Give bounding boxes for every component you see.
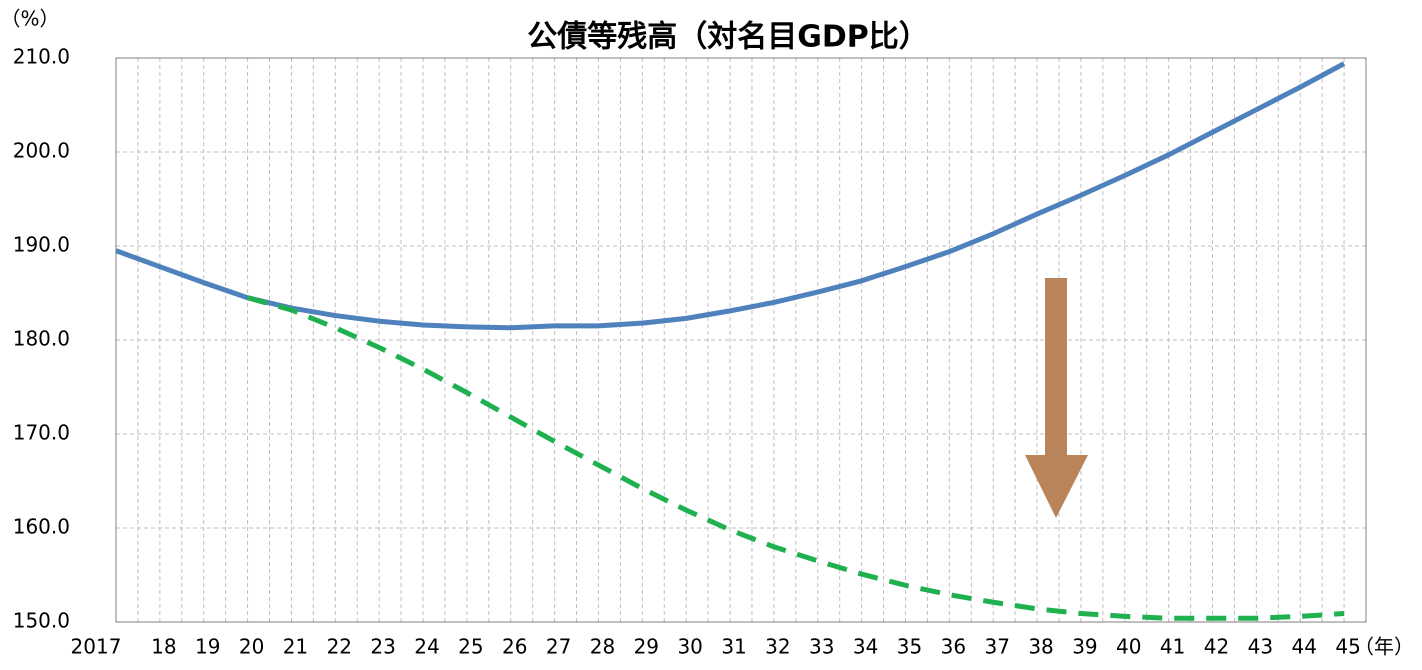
series-line [115, 61, 1346, 331]
x-tick-label: 20 [239, 635, 264, 659]
x-tick-label: 27 [546, 635, 571, 659]
x-tick-label: 44 [1291, 635, 1316, 659]
x-tick-label: 40 [1116, 635, 1141, 659]
y-tick-label: 180.0 [13, 327, 70, 351]
x-tick-label: 26 [502, 635, 527, 659]
x-tick-label: 37 [984, 635, 1009, 659]
x-tick-label: 21 [283, 635, 308, 659]
x-tick-label: 18 [151, 635, 176, 659]
chart-title: 公債等残高（対名目GDP比） [527, 20, 929, 55]
x-tick-label: 41 [1160, 635, 1185, 659]
y-tick-label: 190.0 [13, 233, 70, 257]
x-tick-label: 32 [765, 635, 790, 659]
y-tick-label: 150.0 [13, 609, 70, 633]
x-tick-label: 30 [677, 635, 702, 659]
x-tick-label: 42 [1204, 635, 1229, 659]
plot-border [115, 57, 1367, 623]
x-tick-label: 35 [897, 635, 922, 659]
down-arrow [1025, 278, 1088, 518]
y-tick-label: 210.0 [13, 45, 70, 69]
x-tick-label: 33 [809, 635, 834, 659]
x-tick-label: 39 [1072, 635, 1097, 659]
x-tick-label: 2017 [71, 635, 122, 659]
x-tick-label: 25 [458, 635, 483, 659]
x-tick-label: 45 [1335, 635, 1360, 659]
x-tick-label: 36 [941, 635, 966, 659]
y-tick-label: 170.0 [13, 421, 70, 445]
y-tick-label: 160.0 [13, 515, 70, 539]
x-tick-label: 31 [721, 635, 746, 659]
y-tick-label: 200.0 [13, 139, 70, 163]
x-tick-label: 23 [370, 635, 395, 659]
x-tick-label: 24 [414, 635, 439, 659]
x-tick-label: 43 [1248, 635, 1273, 659]
x-tick-label: 34 [853, 635, 878, 659]
x-axis-label: （年） [1354, 635, 1414, 659]
x-tick-label: 19 [195, 635, 220, 659]
series-line [246, 295, 1345, 621]
x-tick-label: 29 [634, 635, 659, 659]
arrow-annotation [1025, 278, 1088, 518]
y-axis-label: （%） [0, 7, 59, 31]
x-tick-label: 38 [1028, 635, 1053, 659]
x-tick-label: 22 [327, 635, 352, 659]
x-tick-label: 28 [590, 635, 615, 659]
